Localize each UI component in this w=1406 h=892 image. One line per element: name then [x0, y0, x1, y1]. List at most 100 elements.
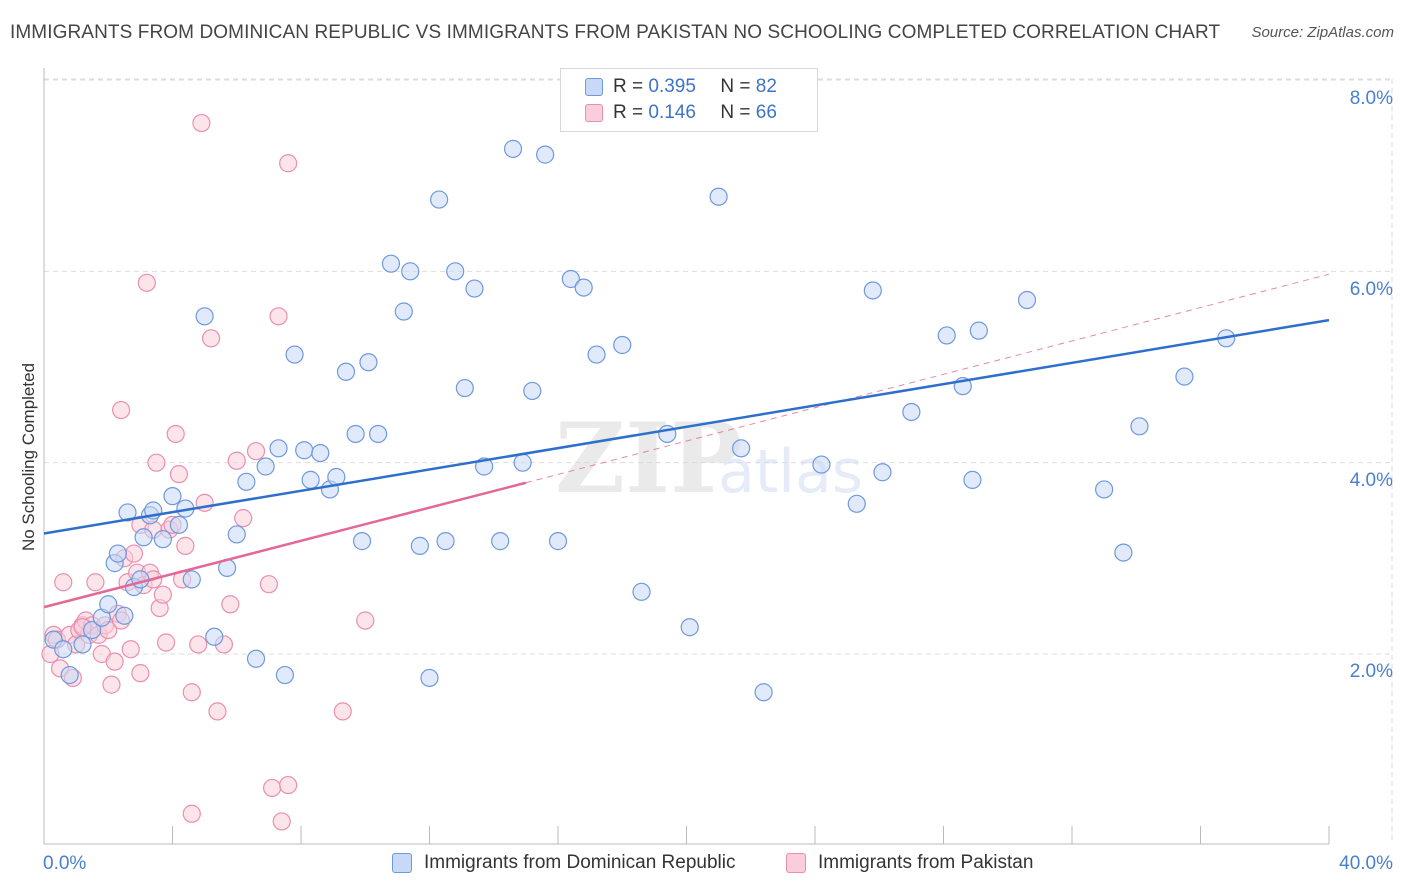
dominican-point: [587, 345, 606, 364]
pakistan-point: [102, 675, 121, 694]
dominican-point: [632, 582, 651, 601]
y-axis-label: No Schooling Completed: [19, 363, 38, 551]
dominican-point: [269, 439, 288, 458]
dominican-point: [1114, 543, 1133, 562]
legend-swatch-blue: [392, 853, 412, 873]
pakistan-point: [124, 544, 144, 563]
legend-r-value: 0.395: [648, 76, 696, 97]
axes: [43, 68, 1330, 845]
y-tick-label: 4.0%: [1350, 470, 1393, 491]
dominican-point: [182, 570, 201, 589]
pakistan-point: [137, 273, 156, 292]
dominican-point: [709, 187, 728, 206]
dominican-point: [680, 618, 699, 637]
dominican-point: [359, 353, 378, 372]
legend-n-value: 66: [755, 102, 777, 123]
dominican-point: [60, 665, 79, 685]
dominican-point: [195, 307, 214, 326]
pakistan-point: [105, 652, 124, 671]
watermark-zip: ZIP: [555, 402, 742, 515]
pakistan-point: [147, 453, 166, 472]
pakistan-point: [189, 635, 208, 654]
dominican-point: [134, 528, 153, 547]
legend-item-dominican[interactable]: Immigrants from Dominican Republic: [392, 852, 736, 874]
dominican-point: [401, 262, 420, 281]
legend-item-pakistan[interactable]: Immigrants from Pakistan: [786, 852, 1033, 874]
dominican-point: [446, 262, 465, 281]
pakistan-point: [208, 702, 227, 721]
legend-n-value: 82: [755, 76, 777, 97]
dominican-point: [465, 279, 484, 298]
dominican-point: [131, 570, 150, 589]
legend-row-dominican: R = 0.395 N = 82: [585, 75, 777, 99]
dominican-point: [873, 463, 892, 482]
pakistan-points: [41, 113, 375, 831]
pakistan-point: [86, 573, 105, 592]
pakistan-point: [111, 400, 131, 420]
dominican-point: [73, 635, 92, 654]
dominican-point: [118, 503, 137, 522]
grid-lines: [44, 78, 1393, 844]
dominican-point: [436, 532, 455, 551]
legend-r-label: R =: [613, 76, 644, 97]
dominican-point: [237, 472, 256, 491]
dominican-trend-line: [43, 318, 1330, 535]
x-max-label: 40.0%: [1339, 853, 1393, 874]
dominican-point: [99, 595, 118, 614]
legend-swatch-pink: [585, 104, 603, 122]
dominican-point: [295, 441, 314, 460]
dominican-point: [285, 345, 304, 364]
dominican-point: [969, 321, 988, 340]
pakistan-point: [166, 424, 185, 444]
legend-swatch-pink: [786, 853, 806, 873]
dominican-point: [523, 381, 542, 401]
pakistan-point: [182, 804, 201, 823]
pakistan-point: [356, 611, 375, 630]
dominican-point: [381, 254, 401, 273]
dominican-point: [227, 525, 246, 544]
pakistan-point: [201, 329, 221, 348]
dominican-point: [561, 269, 580, 289]
dominican-point: [108, 544, 127, 563]
dominican-point: [369, 424, 388, 444]
pakistan-point: [246, 442, 266, 461]
dominican-point: [394, 302, 413, 321]
pakistan-point: [156, 633, 176, 652]
pakistan-point: [279, 154, 298, 173]
chart-title: IMMIGRANTS FROM DOMINICAN REPUBLIC VS IM…: [10, 22, 1221, 43]
pakistan-point: [333, 702, 352, 721]
dominican-point: [863, 281, 882, 300]
legend-r-value: 0.146: [648, 102, 696, 123]
legend-n-label: N =: [720, 76, 751, 97]
pakistan-point: [169, 465, 189, 484]
dominican-point: [346, 424, 365, 444]
pakistan-point: [227, 451, 246, 470]
dominican-point: [503, 139, 523, 158]
pakistan-trend-extension: [525, 273, 1330, 484]
dominican-point: [115, 606, 134, 625]
y-tick-label: 2.0%: [1350, 661, 1393, 682]
dominican-point: [536, 145, 555, 164]
dominican-points: [44, 139, 1236, 702]
pakistan-point: [234, 509, 253, 528]
trend-lines: [43, 273, 1330, 609]
dominican-point: [410, 536, 429, 555]
y-tick-label: 8.0%: [1350, 88, 1393, 109]
pakistan-point: [259, 575, 278, 594]
dominican-point: [847, 494, 866, 513]
source-label: Source: ZipAtlas.com: [1251, 24, 1394, 41]
legend-swatch-blue: [585, 78, 603, 96]
pakistan-point: [176, 536, 195, 555]
dominican-point: [1095, 480, 1114, 499]
pakistan-point: [221, 595, 240, 614]
dominican-point: [311, 444, 330, 463]
legend-label-pakistan: Immigrants from Pakistan: [818, 852, 1034, 873]
pakistan-point: [279, 775, 298, 795]
dominican-point: [163, 487, 182, 506]
dominican-point: [491, 532, 510, 551]
dominican-point: [256, 457, 275, 476]
correlation-legend: R = 0.395 N = 82 R = 0.146 N = 66: [560, 68, 818, 132]
dominican-point: [902, 402, 921, 422]
dominican-point: [83, 620, 102, 640]
